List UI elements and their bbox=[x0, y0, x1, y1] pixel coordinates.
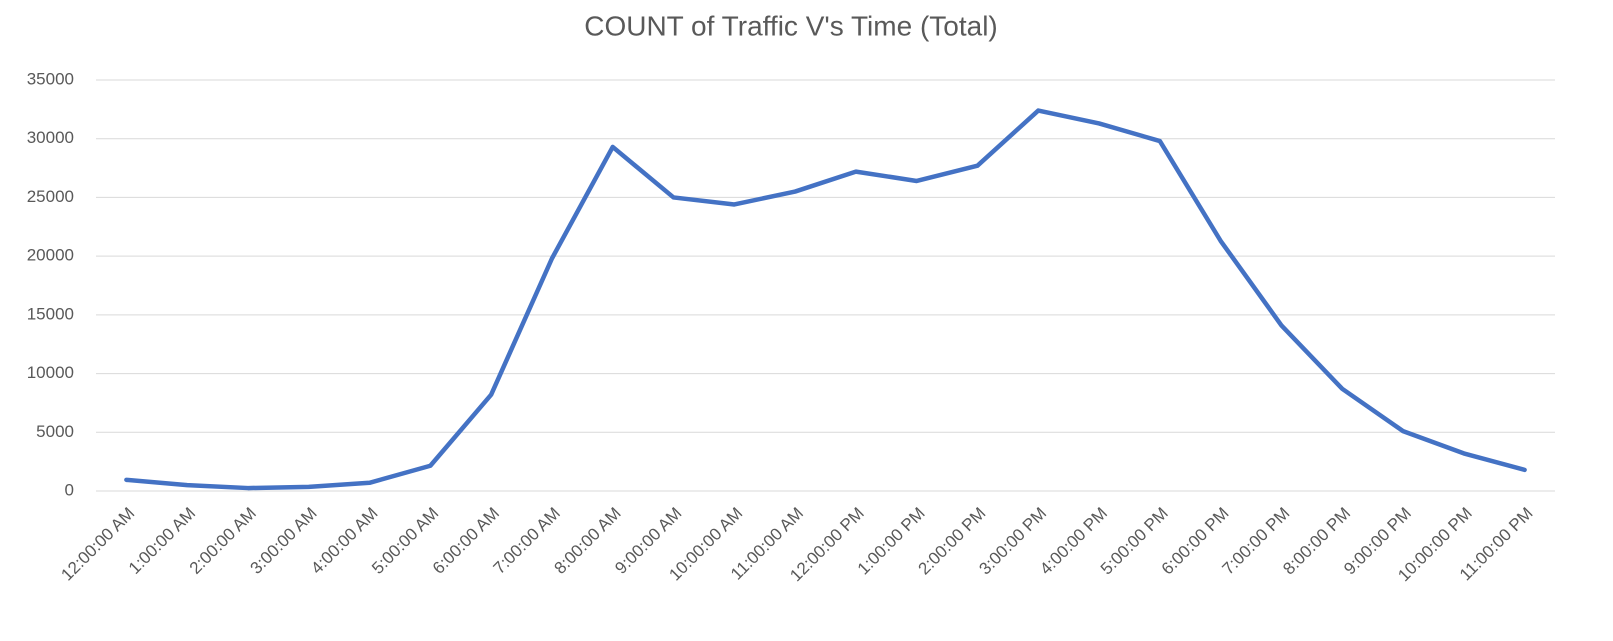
x-tick-label: 12:00:00 AM bbox=[57, 504, 138, 585]
y-tick-label: 30000 bbox=[27, 128, 74, 147]
y-tick-label: 20000 bbox=[27, 246, 74, 265]
chart-title: COUNT of Traffic V's Time (Total) bbox=[584, 10, 998, 41]
y-tick-label: 35000 bbox=[27, 69, 74, 88]
y-tick-label: 25000 bbox=[27, 187, 74, 206]
y-tick-label: 15000 bbox=[27, 304, 74, 323]
y-tick-label: 0 bbox=[65, 480, 74, 499]
data-line bbox=[124, 108, 1527, 491]
y-tick-label: 5000 bbox=[36, 422, 74, 441]
y-tick-label: 10000 bbox=[27, 363, 74, 382]
